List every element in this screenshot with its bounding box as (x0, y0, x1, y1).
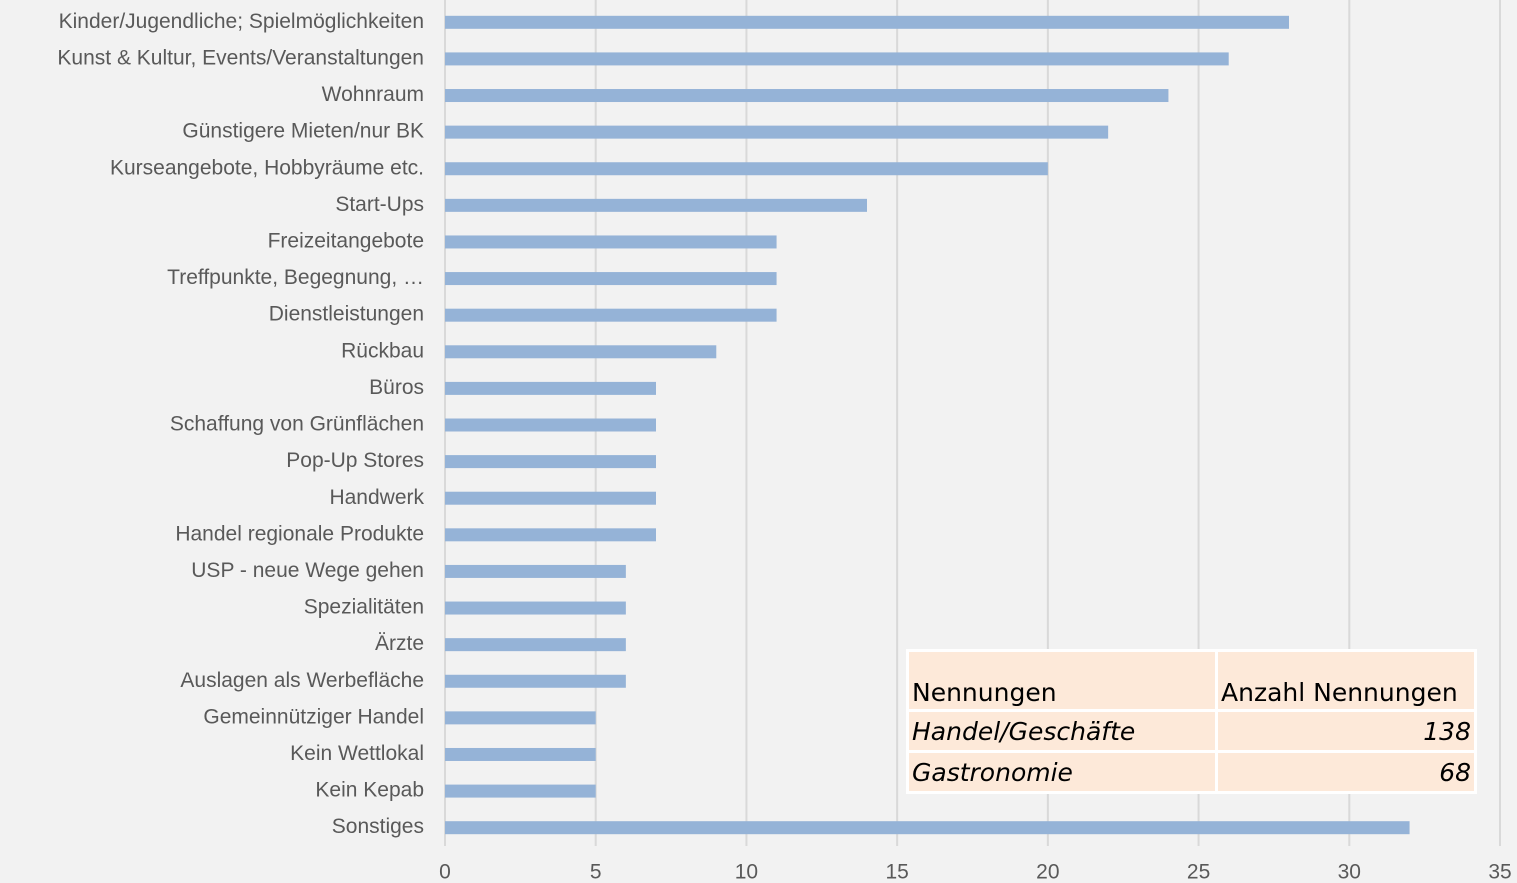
bar (445, 308, 777, 322)
bar (445, 235, 777, 249)
y-tick-label: Treffpunkte, Begegnung, … (167, 266, 424, 289)
table-cell: 138 (1215, 709, 1477, 753)
table-cell: Gastronomie (906, 750, 1218, 794)
x-tick-label: 15 (885, 861, 908, 883)
bar (445, 455, 656, 469)
y-tick-label: Auslagen als Werbefläche (180, 669, 424, 692)
y-tick-label: Gemeinnütziger Handel (203, 705, 424, 728)
y-tick-label: Kunst & Kultur, Events/Veranstaltungen (57, 46, 424, 69)
table-cell: Handel/Geschäfte (906, 709, 1218, 753)
table-row: Handel/Geschäfte 138 (906, 709, 1477, 753)
x-tick-label: 10 (735, 861, 758, 883)
bar (445, 52, 1229, 66)
table-cell: 68 (1215, 750, 1477, 794)
bar (445, 784, 596, 798)
bar (445, 89, 1169, 103)
y-tick-label: Günstigere Mieten/nur BK (182, 120, 424, 143)
table-cell: Anzahl Nennungen (1215, 649, 1477, 712)
bar (445, 491, 656, 505)
y-tick-label: Ärzte (375, 632, 424, 655)
x-tick-label: 30 (1338, 861, 1361, 883)
bar (445, 381, 656, 395)
y-tick-label: Handel regionale Produkte (175, 522, 424, 545)
bar (445, 601, 626, 615)
bar (445, 198, 867, 212)
table-header: Nennungen Anzahl Nennungen (906, 649, 1477, 712)
bar (445, 638, 626, 652)
y-tick-label: Kein Wettlokal (290, 742, 424, 765)
y-tick-label: Schaffung von Grünflächen (170, 413, 424, 436)
y-tick-label: Freizeitangebote (268, 230, 424, 253)
y-tick-label: Sonstiges (332, 815, 424, 838)
x-tick-label: 5 (590, 861, 602, 883)
x-tick-label: 25 (1187, 861, 1210, 883)
y-tick-label: Dienstleistungen (269, 303, 424, 326)
bar (445, 162, 1048, 176)
bar (445, 747, 596, 761)
y-tick-label: Kurseangebote, Hobbyräume etc. (110, 156, 424, 179)
summary-table: Nennungen Anzahl Nennungen Handel/Geschä… (906, 649, 1477, 794)
y-tick-label: Kein Kepab (315, 779, 424, 802)
y-tick-label: Handwerk (329, 486, 424, 509)
y-tick-label: Kinder/Jugendliche; Spielmöglichkeiten (59, 10, 424, 33)
bar (445, 15, 1289, 29)
table-cell: Nennungen (906, 649, 1218, 712)
x-tick-label: 0 (439, 861, 451, 883)
x-tick-label: 20 (1036, 861, 1059, 883)
bar (445, 345, 717, 359)
y-tick-label: Start-Ups (335, 193, 424, 216)
bar (445, 272, 777, 286)
y-tick-label: Rückbau (341, 339, 424, 362)
bar (445, 711, 596, 725)
y-tick-label: USP - neue Wege gehen (191, 559, 424, 582)
x-tick-label: 35 (1488, 861, 1511, 883)
y-tick-label: Büros (369, 376, 424, 399)
bar (445, 418, 656, 432)
bar (445, 125, 1109, 139)
table-row: Gastronomie 68 (906, 750, 1477, 794)
bar (445, 528, 656, 542)
y-tick-label: Spezialitäten (304, 596, 424, 619)
bar (445, 821, 1410, 835)
bar (445, 674, 626, 688)
bar (445, 564, 626, 578)
y-tick-label: Wohnraum (322, 83, 424, 106)
y-tick-label: Pop-Up Stores (286, 449, 424, 472)
